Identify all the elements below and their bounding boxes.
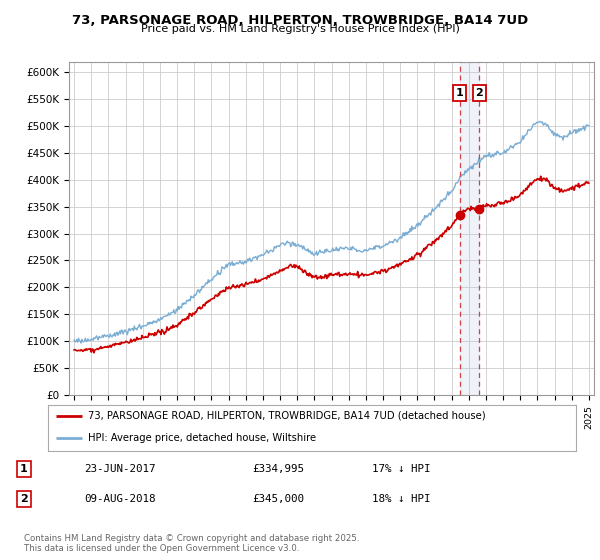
Text: 17% ↓ HPI: 17% ↓ HPI	[372, 464, 431, 474]
Text: 23-JUN-2017: 23-JUN-2017	[84, 464, 155, 474]
Text: 73, PARSONAGE ROAD, HILPERTON, TROWBRIDGE, BA14 7UD: 73, PARSONAGE ROAD, HILPERTON, TROWBRIDG…	[72, 14, 528, 27]
Text: 09-AUG-2018: 09-AUG-2018	[84, 494, 155, 504]
Text: 1: 1	[20, 464, 28, 474]
Text: £345,000: £345,000	[252, 494, 304, 504]
Text: 1: 1	[456, 88, 464, 98]
Text: HPI: Average price, detached house, Wiltshire: HPI: Average price, detached house, Wilt…	[88, 433, 316, 443]
Text: 2: 2	[475, 88, 483, 98]
Text: Price paid vs. HM Land Registry's House Price Index (HPI): Price paid vs. HM Land Registry's House …	[140, 24, 460, 34]
Text: £334,995: £334,995	[252, 464, 304, 474]
Text: Contains HM Land Registry data © Crown copyright and database right 2025.
This d: Contains HM Land Registry data © Crown c…	[24, 534, 359, 553]
Text: 18% ↓ HPI: 18% ↓ HPI	[372, 494, 431, 504]
Text: 2: 2	[20, 494, 28, 504]
Text: 73, PARSONAGE ROAD, HILPERTON, TROWBRIDGE, BA14 7UD (detached house): 73, PARSONAGE ROAD, HILPERTON, TROWBRIDG…	[88, 411, 485, 421]
Bar	[460, 62, 479, 395]
